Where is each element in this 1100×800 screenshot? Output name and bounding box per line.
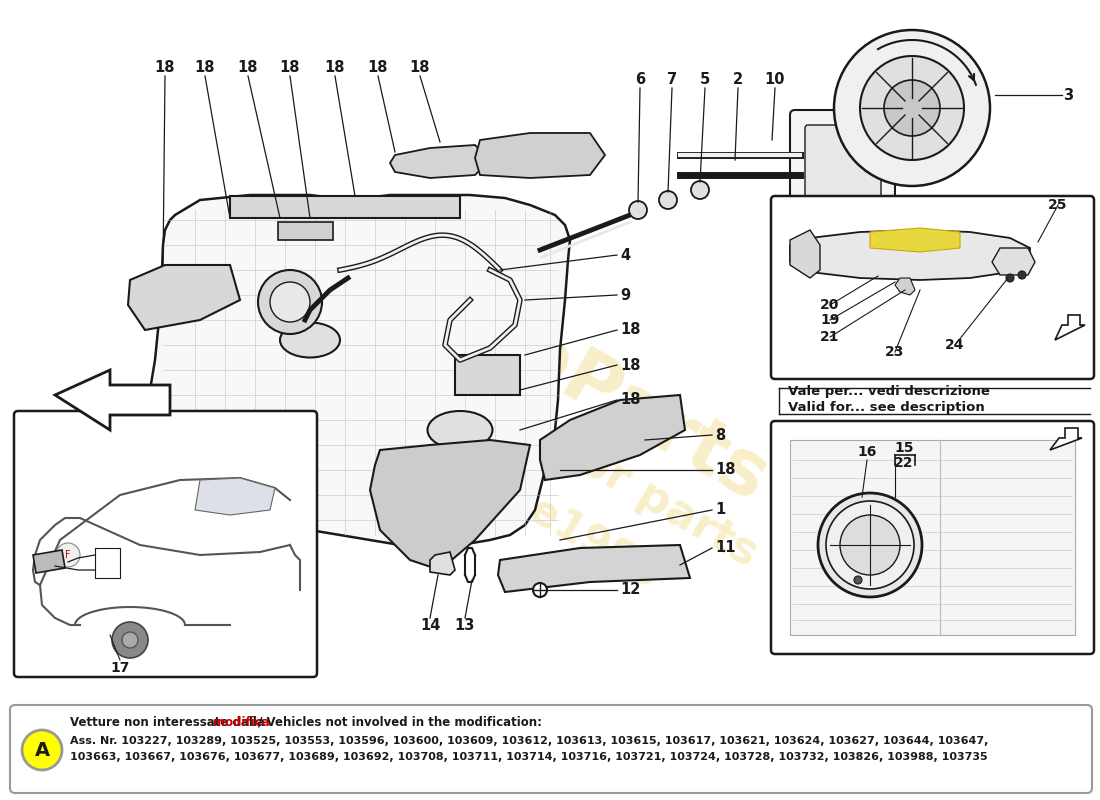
Text: 18: 18 <box>155 61 175 75</box>
FancyBboxPatch shape <box>790 110 895 230</box>
Text: passion for parts: passion for parts <box>374 325 766 575</box>
Text: 3: 3 <box>1063 87 1074 102</box>
Text: 2: 2 <box>733 73 744 87</box>
Text: 18: 18 <box>620 322 640 338</box>
Text: 18: 18 <box>324 61 345 75</box>
Polygon shape <box>55 370 170 430</box>
Text: 4: 4 <box>620 247 630 262</box>
Circle shape <box>818 493 922 597</box>
Circle shape <box>1018 271 1026 279</box>
FancyBboxPatch shape <box>771 196 1094 379</box>
Text: 22: 22 <box>894 456 914 470</box>
Circle shape <box>270 282 310 322</box>
Circle shape <box>22 730 62 770</box>
Circle shape <box>884 80 940 136</box>
Text: A: A <box>34 741 50 759</box>
Circle shape <box>534 583 547 597</box>
Polygon shape <box>370 440 530 570</box>
Polygon shape <box>1050 428 1082 450</box>
Polygon shape <box>390 145 490 178</box>
Circle shape <box>122 632 138 648</box>
Text: 10: 10 <box>764 73 785 87</box>
Circle shape <box>860 56 964 160</box>
Polygon shape <box>790 230 1030 280</box>
Circle shape <box>840 515 900 575</box>
Text: 18: 18 <box>195 61 216 75</box>
Text: / Vehicles not involved in the modification:: / Vehicles not involved in the modificat… <box>254 715 541 729</box>
Text: 18: 18 <box>715 462 736 478</box>
Text: 18: 18 <box>409 61 430 75</box>
Text: Ass. Nr. 103227, 103289, 103525, 103553, 103596, 103600, 103609, 103612, 103613,: Ass. Nr. 103227, 103289, 103525, 103553,… <box>70 736 989 746</box>
Text: 8: 8 <box>715 427 725 442</box>
Text: 25: 25 <box>1048 198 1068 212</box>
Text: 14: 14 <box>420 618 440 633</box>
Text: Vetture non interessate dalla: Vetture non interessate dalla <box>70 715 270 729</box>
Polygon shape <box>128 265 240 330</box>
Circle shape <box>629 201 647 219</box>
Text: 16: 16 <box>857 445 877 459</box>
Polygon shape <box>33 550 65 573</box>
Polygon shape <box>498 545 690 592</box>
Text: 23: 23 <box>886 345 904 359</box>
FancyBboxPatch shape <box>771 421 1094 654</box>
Ellipse shape <box>280 322 340 358</box>
Circle shape <box>659 191 676 209</box>
Polygon shape <box>540 395 685 480</box>
Polygon shape <box>870 228 960 252</box>
Text: since1985: since1985 <box>442 442 668 598</box>
Text: Vale per... vedi descrizione: Vale per... vedi descrizione <box>788 386 990 398</box>
Text: euroParts: euroParts <box>379 242 781 518</box>
Polygon shape <box>430 552 455 575</box>
Text: 9: 9 <box>620 287 630 302</box>
Text: 6: 6 <box>635 73 645 87</box>
FancyBboxPatch shape <box>10 705 1092 793</box>
Text: 18: 18 <box>367 61 388 75</box>
Text: Valid for... see description: Valid for... see description <box>788 402 985 414</box>
Text: 103663, 103667, 103676, 103677, 103689, 103692, 103708, 103711, 103714, 103716, : 103663, 103667, 103676, 103677, 103689, … <box>70 752 988 762</box>
Polygon shape <box>1055 315 1085 340</box>
Text: F: F <box>65 550 70 560</box>
Text: 21: 21 <box>821 330 839 344</box>
Circle shape <box>56 543 80 567</box>
Text: 18: 18 <box>620 393 640 407</box>
Text: 13: 13 <box>454 618 475 633</box>
Polygon shape <box>148 195 570 548</box>
FancyBboxPatch shape <box>455 355 520 395</box>
Text: 18: 18 <box>279 61 300 75</box>
Circle shape <box>854 576 862 584</box>
FancyBboxPatch shape <box>14 411 317 677</box>
Text: 24: 24 <box>945 338 965 352</box>
FancyBboxPatch shape <box>230 196 460 218</box>
Text: 19: 19 <box>821 313 839 327</box>
FancyBboxPatch shape <box>805 125 881 216</box>
Circle shape <box>112 622 148 658</box>
Circle shape <box>1006 274 1014 282</box>
Circle shape <box>834 30 990 186</box>
Polygon shape <box>195 478 275 515</box>
FancyBboxPatch shape <box>278 222 333 240</box>
Text: 15: 15 <box>894 441 914 455</box>
Polygon shape <box>992 248 1035 275</box>
Text: 20: 20 <box>821 298 839 312</box>
Polygon shape <box>475 133 605 178</box>
Text: 1: 1 <box>715 502 725 518</box>
Text: 5: 5 <box>700 73 711 87</box>
Text: 18: 18 <box>620 358 640 373</box>
FancyBboxPatch shape <box>790 440 1075 635</box>
Text: 7: 7 <box>667 73 678 87</box>
Polygon shape <box>895 278 915 295</box>
Text: 18: 18 <box>238 61 258 75</box>
Text: modifica: modifica <box>212 715 270 729</box>
Text: 11: 11 <box>715 541 736 555</box>
Circle shape <box>691 181 710 199</box>
Ellipse shape <box>428 411 493 449</box>
Text: 17: 17 <box>110 661 130 675</box>
Polygon shape <box>790 230 820 278</box>
Circle shape <box>258 270 322 334</box>
Text: 12: 12 <box>620 582 640 598</box>
Circle shape <box>826 501 914 589</box>
